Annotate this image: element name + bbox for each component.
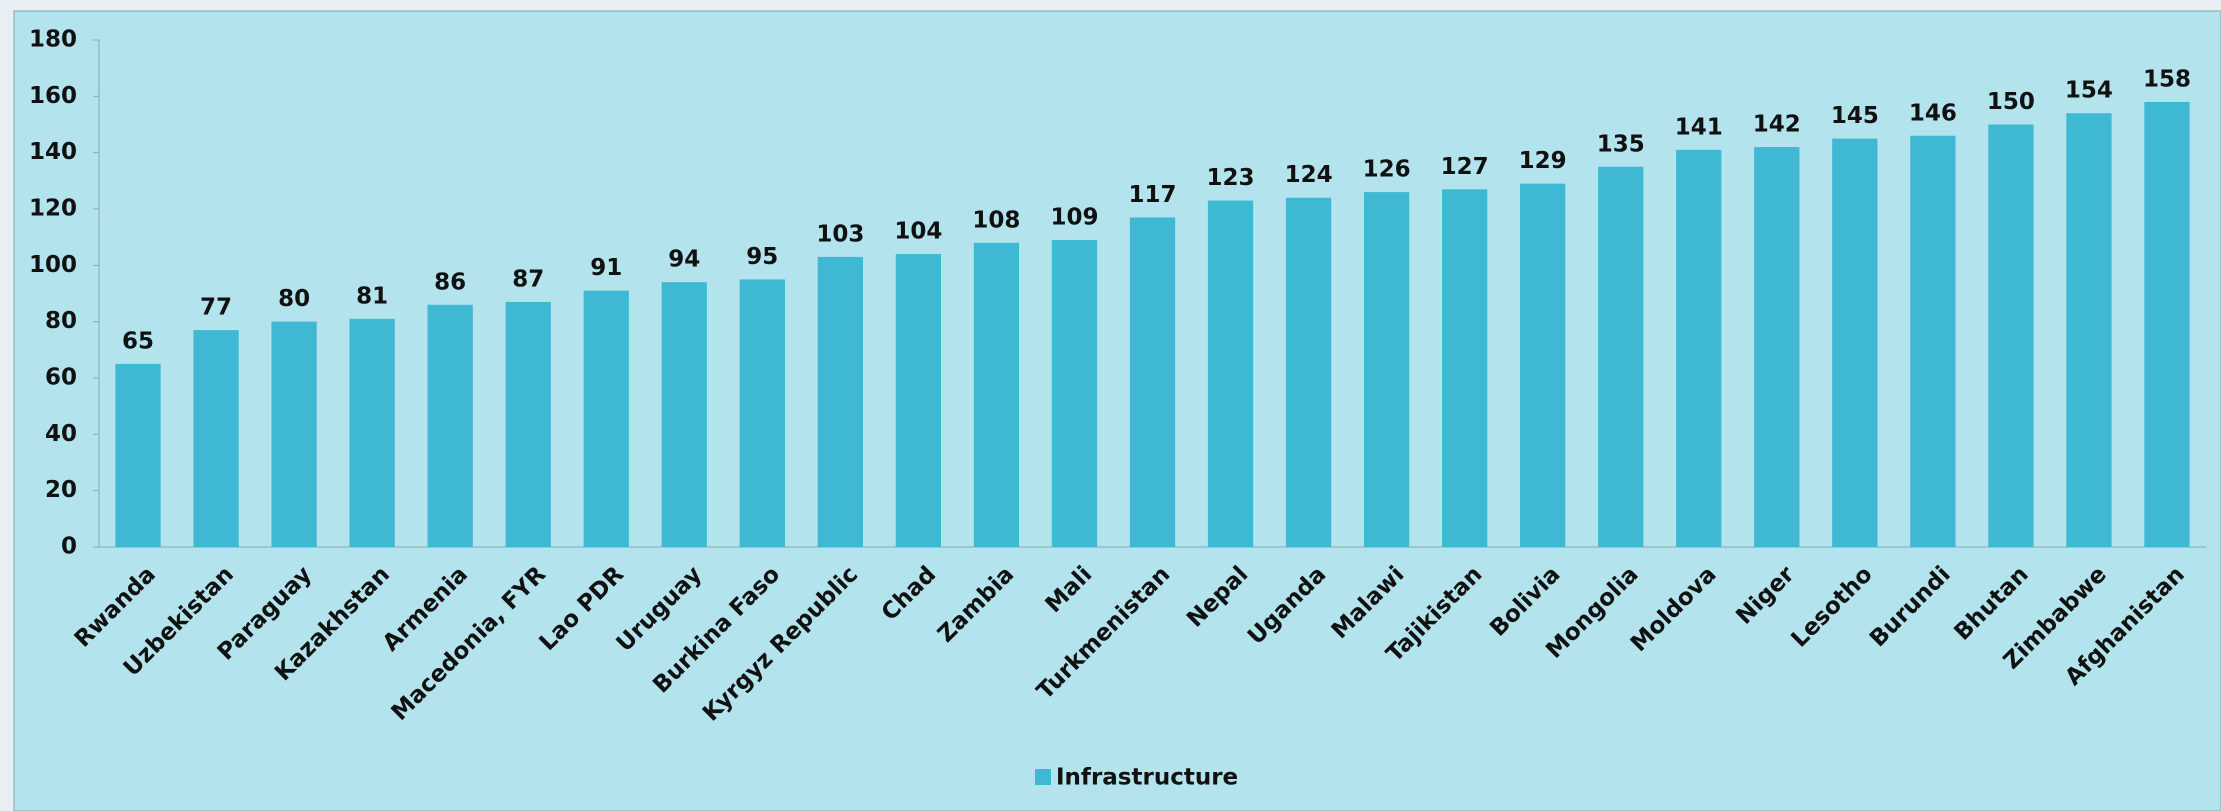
data-label: 145 — [1831, 103, 1879, 129]
bar — [817, 256, 863, 547]
bar — [583, 290, 629, 547]
bar — [1520, 183, 1566, 547]
data-label: 135 — [1597, 131, 1645, 157]
data-label: 108 — [972, 207, 1020, 233]
data-label: 65 — [122, 328, 154, 354]
data-label: 127 — [1441, 154, 1489, 180]
bar — [1988, 124, 2034, 547]
data-label: 142 — [1753, 112, 1801, 138]
data-label: 123 — [1207, 165, 1255, 191]
bar — [1598, 166, 1644, 547]
bar — [973, 242, 1020, 548]
bar — [349, 318, 395, 547]
data-label: 81 — [356, 283, 388, 309]
data-label: 95 — [746, 244, 778, 270]
bar — [1129, 217, 1176, 547]
bar — [1832, 138, 1878, 548]
bar — [661, 282, 707, 547]
bar — [193, 330, 239, 547]
data-label: 141 — [1675, 114, 1723, 140]
bar — [2066, 113, 2112, 547]
y-tick-label: 40 — [45, 421, 77, 447]
bar — [1363, 192, 1410, 547]
bar — [1285, 197, 1332, 547]
y-tick-label: 20 — [45, 477, 77, 503]
bar — [115, 363, 161, 547]
data-label: 124 — [1285, 162, 1333, 188]
bar — [1676, 149, 1722, 547]
y-tick-label: 180 — [29, 27, 77, 53]
data-label: 104 — [894, 219, 942, 245]
y-tick-label: 100 — [29, 252, 77, 278]
data-label: 158 — [2143, 66, 2191, 92]
data-label: 146 — [1909, 100, 1957, 126]
legend-swatch — [1035, 769, 1051, 785]
bar — [1051, 239, 1098, 547]
y-tick-label: 80 — [45, 308, 77, 334]
bar — [2144, 101, 2190, 547]
data-label: 129 — [1519, 148, 1567, 174]
data-label: 126 — [1363, 157, 1411, 183]
data-label: 103 — [816, 221, 864, 247]
data-label: 117 — [1128, 182, 1176, 208]
bar — [1442, 189, 1488, 548]
data-label: 80 — [278, 286, 310, 312]
y-tick-label: 160 — [29, 83, 77, 109]
y-tick-label: 0 — [61, 534, 77, 560]
bar — [1910, 135, 1956, 547]
legend-label: Infrastructure — [1056, 765, 1238, 791]
data-label: 150 — [1987, 89, 2035, 115]
bar — [1207, 200, 1254, 548]
chart-panel — [13, 10, 2221, 811]
bar — [505, 301, 551, 547]
y-tick-label: 140 — [29, 139, 77, 165]
bar — [271, 321, 317, 547]
bar — [895, 254, 942, 548]
y-tick-label: 120 — [29, 196, 77, 222]
y-tick-label: 60 — [45, 365, 77, 391]
data-label: 87 — [512, 266, 544, 292]
data-label: 109 — [1050, 204, 1098, 230]
data-label: 94 — [668, 247, 700, 273]
data-label: 154 — [2065, 78, 2113, 104]
bar — [1754, 147, 1800, 548]
data-label: 91 — [590, 255, 622, 281]
bar — [427, 304, 473, 547]
bar — [739, 279, 785, 547]
data-label: 77 — [200, 295, 232, 321]
data-label: 86 — [434, 269, 466, 295]
